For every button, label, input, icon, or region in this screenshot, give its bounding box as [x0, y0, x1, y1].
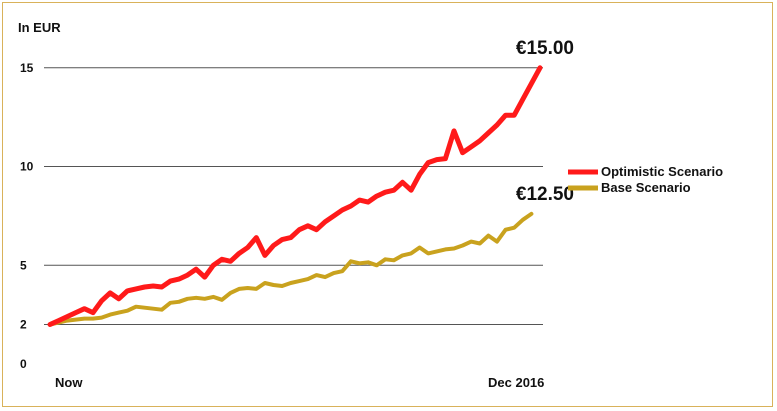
end-value-label: €12.50: [516, 184, 574, 205]
y-tick-label: 5: [20, 258, 27, 272]
y-tick-label: 15: [20, 61, 34, 75]
series-line-base-scenario: [48, 211, 534, 327]
series-line-optimistic-scenario: [47, 65, 543, 327]
y-tick-label: 2: [20, 318, 27, 332]
y-tick-label: 10: [20, 160, 34, 174]
x-tick-label: Dec 2016: [488, 375, 544, 390]
unit-label: In EUR: [18, 20, 61, 35]
legend-label: Optimistic Scenario: [601, 164, 723, 179]
y-tick-label: 0: [20, 357, 27, 371]
legend-label: Base Scenario: [601, 180, 691, 195]
x-tick-label: Now: [55, 375, 83, 390]
end-value-label: €15.00: [516, 38, 574, 59]
chart-frame: [2, 2, 773, 407]
